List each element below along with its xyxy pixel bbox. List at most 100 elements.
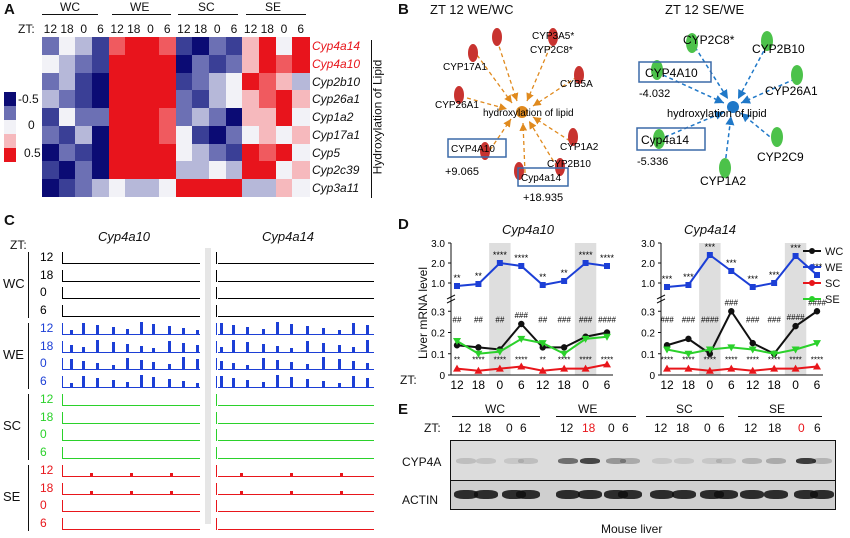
- track-peak: [140, 345, 143, 352]
- track-zt-label: 0: [40, 427, 47, 441]
- significance-mark: ****: [579, 355, 591, 364]
- heatmap-cell: [108, 179, 126, 198]
- gene-label: Cyp17a1: [312, 127, 361, 142]
- heatmap-cell: [192, 37, 210, 56]
- zt-label: 18: [127, 22, 141, 36]
- series-line-se: [456, 335, 608, 355]
- blot-band-actin: [700, 490, 724, 499]
- blot-zt-label: 18: [676, 421, 690, 435]
- b-left-value: +9.065: [445, 166, 479, 178]
- blot-label-cyp4a: CYP4A: [402, 455, 442, 469]
- track-peak: [306, 326, 309, 334]
- zt-label: 18: [193, 22, 208, 36]
- track-peak: [276, 345, 279, 352]
- track-peak: [366, 363, 369, 369]
- heatmap-cell: [75, 143, 93, 162]
- significance-mark: ***: [726, 258, 737, 268]
- heatmap-cell: [242, 179, 260, 198]
- blot-band-actin: [764, 490, 788, 499]
- gene-label: Cyp4a14: [312, 39, 361, 53]
- heatmap-cell: [292, 54, 310, 74]
- b-left-node: CYP3A5*: [532, 31, 574, 42]
- heatmap-cell: [92, 37, 110, 56]
- track-zt-label: 6: [40, 373, 47, 388]
- significance-mark: ****: [768, 355, 780, 364]
- data-point: [518, 263, 525, 269]
- track-zt-label: 6: [40, 515, 47, 530]
- data-point: [560, 350, 569, 358]
- b-right-center: hydroxylation of lipid: [667, 108, 767, 120]
- heatmap-cell: [58, 143, 76, 162]
- significance-mark: ****: [579, 250, 594, 260]
- blot-band-actin: [454, 490, 478, 499]
- panel-d-title-2: Cyp4a14: [684, 222, 737, 237]
- track-baseline: [218, 263, 374, 264]
- data-point: [748, 366, 757, 374]
- track-peak: [168, 340, 171, 352]
- data-point: [814, 272, 820, 278]
- heatmap-cell: [208, 54, 227, 74]
- y-tick-label: 3.0: [641, 239, 655, 250]
- blot-band-cyp4a: [456, 458, 476, 464]
- data-point: [728, 308, 735, 315]
- track-baseline: [62, 386, 200, 388]
- data-point: [813, 362, 821, 370]
- panel-e-label: E: [398, 401, 409, 418]
- track-peak: [96, 339, 99, 352]
- data-point: [560, 364, 569, 372]
- right-green-nodes: [651, 31, 803, 178]
- heatmap-cell: [92, 90, 110, 109]
- track-start-tick: [62, 482, 63, 495]
- heatmap-cell: [225, 37, 243, 56]
- data-point: [685, 335, 692, 343]
- data-point: [792, 322, 799, 330]
- heatmap-cell: [108, 72, 126, 91]
- blot-band-cyp4a: [504, 458, 524, 464]
- track-start-tick: [216, 429, 217, 441]
- blot-zt-label: 0: [506, 421, 513, 435]
- track-peak: [306, 378, 309, 387]
- panel-b-networks: CYP3A5* CYP2C8* CYP17A1 CYB5A CYP26A1 CY…: [435, 28, 818, 204]
- blot-band-actin: [516, 490, 540, 499]
- data-point: [517, 335, 526, 343]
- track-baseline: [218, 334, 374, 335]
- significance-mark: ###: [725, 298, 739, 307]
- y-tick-label: 0: [439, 371, 445, 382]
- heatmap-cell: [192, 179, 210, 198]
- blot-zt-label: 6: [520, 421, 527, 435]
- zt-label: 0: [213, 22, 221, 36]
- heatmap-cell: [125, 179, 143, 198]
- significance-mark: ####: [787, 313, 805, 322]
- track-baseline: [62, 334, 200, 335]
- blot-zt-label: 18: [768, 421, 782, 435]
- blot-zt-label: 6: [622, 421, 629, 435]
- heatmap-cell: [108, 90, 126, 109]
- panel-d-zt-label: ZT:: [400, 373, 417, 387]
- track-start-tick: [216, 323, 217, 335]
- data-point: [496, 260, 503, 266]
- y-tick-label: 1.0: [641, 279, 655, 290]
- heatmap-cell: [258, 161, 277, 180]
- track-start-tick: [216, 465, 217, 477]
- significance-mark: ###: [579, 315, 593, 324]
- heatmap-cell: [258, 179, 277, 198]
- significance-mark: ####: [808, 298, 826, 307]
- track-start-tick: [62, 446, 63, 459]
- track-group-label: SE: [3, 489, 21, 505]
- zt-label: 6: [297, 22, 304, 36]
- heatmap-cell: [208, 179, 227, 198]
- heatmap-cell: [75, 72, 93, 91]
- track-peak: [112, 327, 115, 334]
- gene-label: Cyp26a1: [312, 92, 361, 107]
- track-start-tick: [62, 287, 63, 299]
- track-peak: [276, 360, 279, 369]
- track-peak: [338, 344, 341, 352]
- heatmap-cell: [175, 54, 193, 74]
- heatmap-cell: [175, 161, 193, 180]
- track-peak: [322, 342, 325, 352]
- blot-band-cyp4a: [558, 458, 578, 464]
- track-baseline: [62, 298, 200, 299]
- y-tick-label: 0.3: [641, 307, 655, 318]
- heatmap-cell: [125, 143, 143, 162]
- track-baseline: [218, 457, 374, 459]
